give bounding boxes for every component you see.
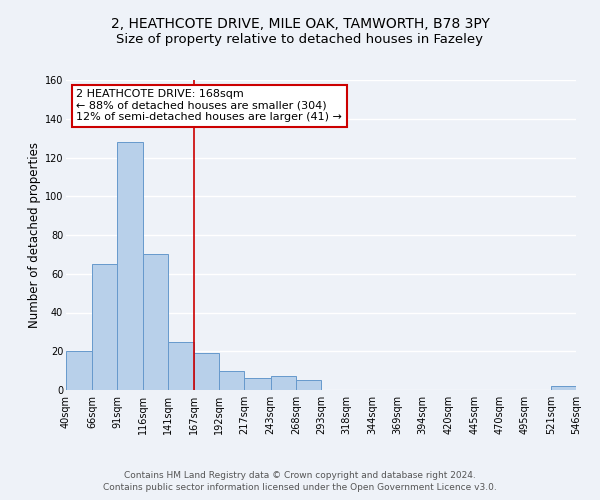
- Bar: [143, 254, 168, 390]
- Bar: [194, 353, 219, 390]
- Bar: [551, 386, 576, 390]
- Bar: [92, 264, 118, 390]
- Bar: [296, 380, 321, 390]
- Text: Size of property relative to detached houses in Fazeley: Size of property relative to detached ho…: [116, 32, 484, 46]
- Bar: [271, 376, 296, 390]
- Y-axis label: Number of detached properties: Number of detached properties: [28, 142, 41, 328]
- Bar: [66, 351, 92, 390]
- Bar: [244, 378, 271, 390]
- Text: Contains HM Land Registry data © Crown copyright and database right 2024.
Contai: Contains HM Land Registry data © Crown c…: [103, 471, 497, 492]
- Text: 2, HEATHCOTE DRIVE, MILE OAK, TAMWORTH, B78 3PY: 2, HEATHCOTE DRIVE, MILE OAK, TAMWORTH, …: [110, 18, 490, 32]
- Text: 2 HEATHCOTE DRIVE: 168sqm
← 88% of detached houses are smaller (304)
12% of semi: 2 HEATHCOTE DRIVE: 168sqm ← 88% of detac…: [76, 90, 342, 122]
- Bar: [168, 342, 194, 390]
- Bar: [219, 370, 244, 390]
- Bar: [118, 142, 143, 390]
